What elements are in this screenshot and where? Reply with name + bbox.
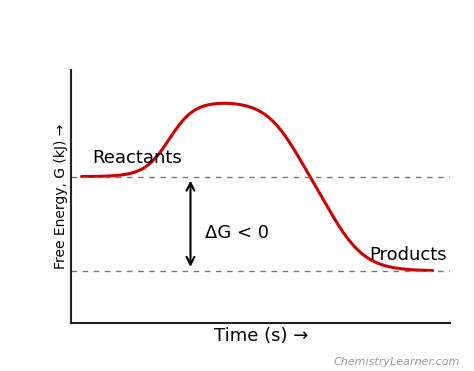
X-axis label: Time (s) →: Time (s) → — [213, 327, 308, 345]
Text: ChemistryLearner.com: ChemistryLearner.com — [333, 357, 460, 367]
Text: ΔG < 0: ΔG < 0 — [204, 224, 269, 242]
Y-axis label: Free Energy, G (kJ) →: Free Energy, G (kJ) → — [55, 124, 68, 269]
Text: Products: Products — [370, 246, 447, 264]
Text: Exergonic Reaction Graph: Exergonic Reaction Graph — [34, 15, 440, 43]
Text: Reactants: Reactants — [92, 149, 182, 167]
